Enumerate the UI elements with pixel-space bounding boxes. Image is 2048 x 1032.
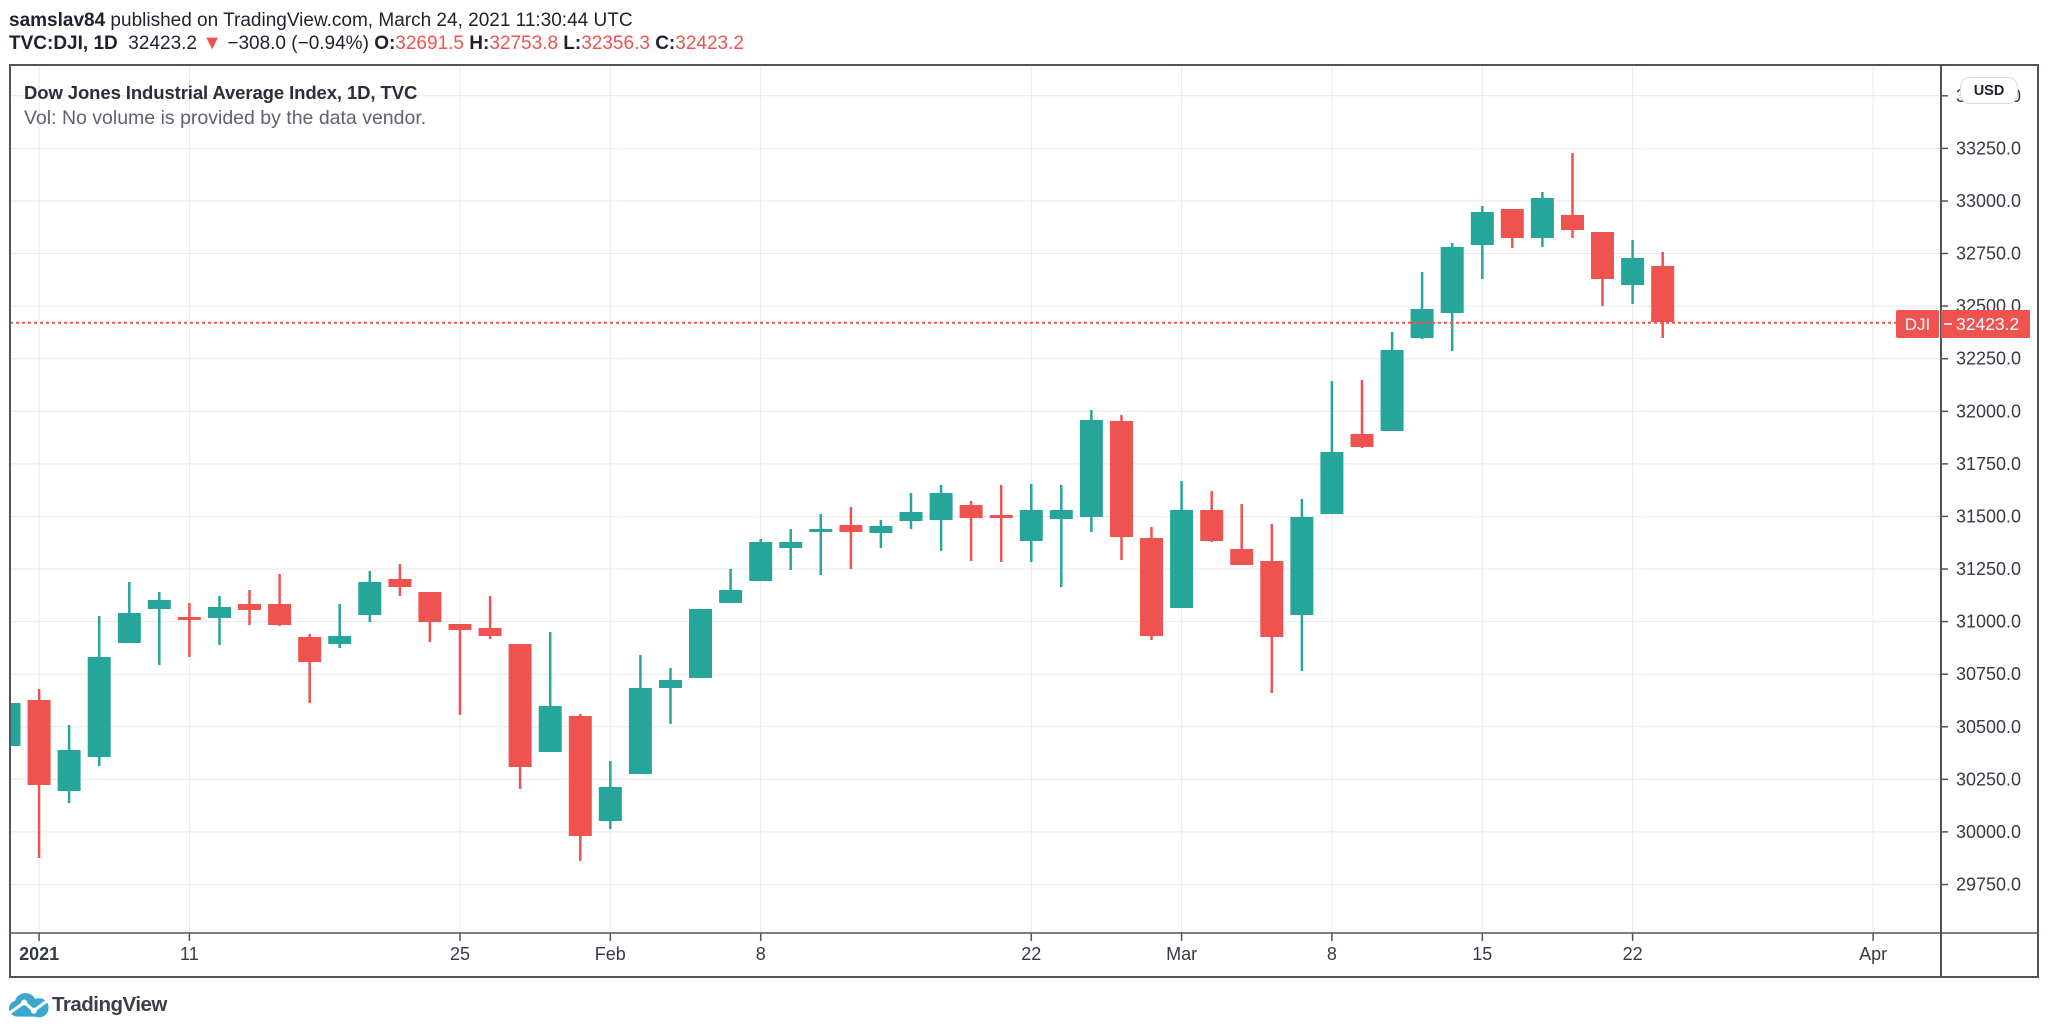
svg-text:32000.0: 32000.0 — [1956, 401, 2021, 421]
svg-text:Apr: Apr — [1859, 944, 1887, 964]
svg-text:30000.0: 30000.0 — [1956, 822, 2021, 842]
svg-text:31250.0: 31250.0 — [1956, 559, 2021, 579]
svg-text:15: 15 — [1472, 944, 1492, 964]
svg-text:30250.0: 30250.0 — [1956, 769, 2021, 789]
svg-text:31000.0: 31000.0 — [1956, 612, 2021, 632]
svg-text:25: 25 — [450, 944, 470, 964]
svg-text:DJI: DJI — [1905, 315, 1931, 334]
svg-text:32750.0: 32750.0 — [1956, 244, 2021, 264]
svg-text:33000.0: 33000.0 — [1956, 191, 2021, 211]
svg-text:8: 8 — [1327, 944, 1337, 964]
svg-text:32423.2: 32423.2 — [1956, 314, 2019, 334]
svg-text:31750.0: 31750.0 — [1956, 454, 2021, 474]
svg-text:29750.0: 29750.0 — [1956, 875, 2021, 895]
svg-text:11: 11 — [180, 944, 199, 964]
svg-text:32250.0: 32250.0 — [1956, 349, 2021, 369]
svg-text:30750.0: 30750.0 — [1956, 664, 2021, 684]
svg-text:2021: 2021 — [19, 944, 59, 964]
svg-text:31500.0: 31500.0 — [1956, 506, 2021, 526]
svg-text:Feb: Feb — [595, 944, 626, 964]
svg-text:8: 8 — [756, 944, 766, 964]
svg-text:22: 22 — [1021, 944, 1041, 964]
svg-text:30500.0: 30500.0 — [1956, 717, 2021, 737]
svg-text:33250.0: 33250.0 — [1956, 138, 2021, 158]
svg-text:Mar: Mar — [1166, 944, 1197, 964]
svg-text:22: 22 — [1623, 944, 1643, 964]
svg-text:TradingView: TradingView — [52, 993, 167, 1016]
